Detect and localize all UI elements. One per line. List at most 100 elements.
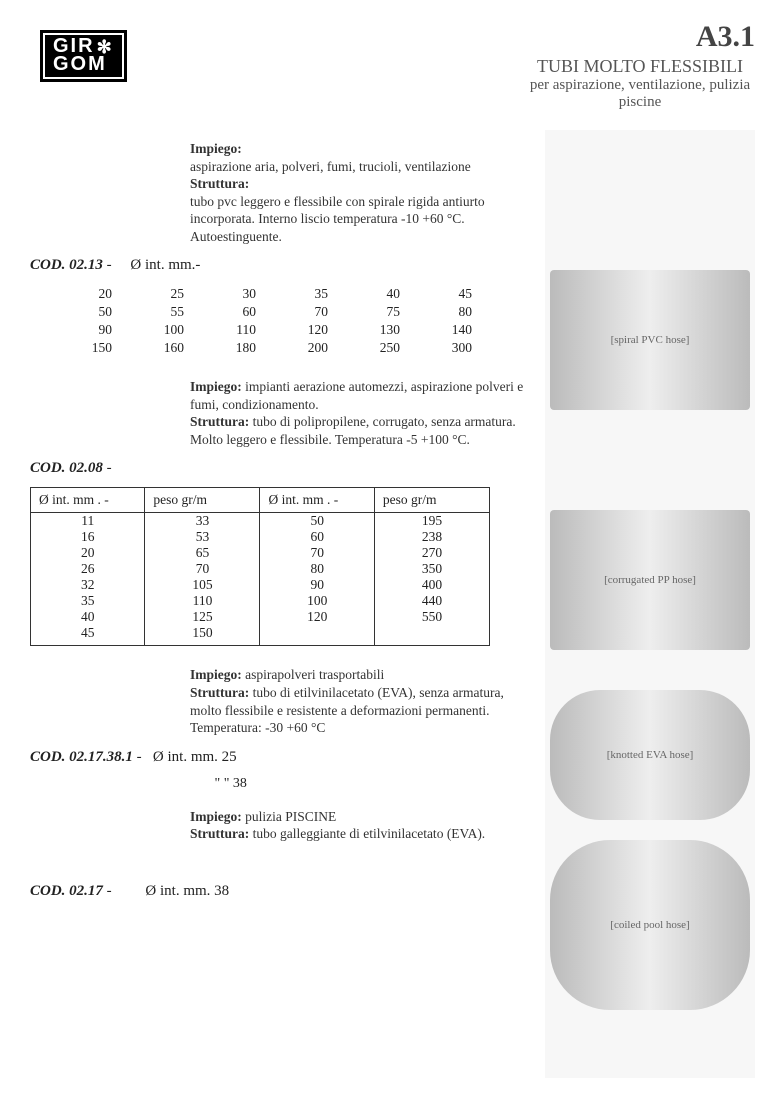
table-cell: 20 [31,545,145,561]
diameter-cell: 60 [206,304,276,320]
struttura-label: Struttura: [190,414,249,429]
table-cell: 350 [374,561,489,577]
table-header: peso gr/m [374,488,489,513]
table-cell: 120 [260,609,374,625]
page-code: A3.1 [525,20,755,54]
table-cell: 195 [374,513,489,530]
diameter-cell: 130 [350,322,420,338]
table-cell: 60 [260,529,374,545]
table-cell: 100 [260,593,374,609]
table-cell: 270 [374,545,489,561]
table-cell: 400 [374,577,489,593]
diameter-cell: 150 [62,340,132,356]
product-image-2: [corrugated PP hose] [550,510,750,650]
diameter-label: Ø int. mm.- [130,257,200,273]
impiego-text: aspirapolveri trasportabili [242,667,384,682]
diameter-grid: 202530354045 505560707580 9010011012013014… [60,284,494,358]
table-cell: 105 [145,577,260,593]
impiego-label: Impiego: [190,379,242,394]
struttura-label: Struttura: [190,176,249,191]
table-cell: 110 [145,593,260,609]
diameter-cell: 160 [134,340,204,356]
diameter-cell: 100 [134,322,204,338]
diameter-cell: 25 [134,286,204,302]
brand-logo: GIR✻ GOM [40,30,127,82]
page-title: TUBI MOLTO FLESSIBILI [525,56,755,77]
table-cell: 35 [31,593,145,609]
table-cell: 70 [145,561,260,577]
table-cell: 65 [145,545,260,561]
struttura-text: tubo pvc leggero e flessibile con spiral… [190,194,485,244]
diameter-cell: 180 [206,340,276,356]
table-cell: 70 [260,545,374,561]
image-column: [spiral PVC hose] [corrugated PP hose] [… [545,130,755,1078]
table-cell: 40 [31,609,145,625]
table-cell: 33 [145,513,260,530]
diameter-cell: 80 [422,304,492,320]
struttura-text: tubo galleggiante di etilvinilacetato (E… [249,826,485,841]
struttura-label: Struttura: [190,685,249,700]
diameter-cell: 40 [350,286,420,302]
page-subtitle: per aspirazione, ventilazione, pulizia p… [525,77,755,111]
diameter-cell: 250 [350,340,420,356]
section3-code-line: COD. 02.17.38.1 - Ø int. mm. 25 [30,749,530,766]
table-cell: 80 [260,561,374,577]
table-cell: 150 [145,625,260,646]
weight-table: Ø int. mm . - peso gr/m Ø int. mm . - pe… [30,487,490,646]
table-cell: 238 [374,529,489,545]
page-header: A3.1 TUBI MOLTO FLESSIBILI per aspirazio… [525,20,755,111]
diameter-cell: 70 [278,304,348,320]
product-image-1: [spiral PVC hose] [550,270,750,410]
product-code: COD. 02.17.38.1 [30,749,133,765]
spec-text: Ø int. mm. 25 [153,749,237,765]
table-cell: 53 [145,529,260,545]
diameter-cell: 20 [62,286,132,302]
diameter-cell: 75 [350,304,420,320]
table-cell: 125 [145,609,260,625]
product-image-4: [coiled pool hose] [550,840,750,1010]
impiego-label: Impiego: [190,667,242,682]
diameter-cell: 35 [278,286,348,302]
diameter-cell: 110 [206,322,276,338]
struttura-label: Struttura: [190,826,249,841]
table-cell [374,625,489,646]
section4-description: Impiego: pulizia PISCINE Struttura: tubo… [190,808,530,843]
section3-description: Impiego: aspirapolveri trasportabili Str… [190,666,530,736]
table-cell: 26 [31,561,145,577]
diameter-cell: 120 [278,322,348,338]
section2-description: Impiego: impianti aerazione automezzi, a… [190,378,530,448]
spec-text: Ø int. mm. 38 [145,883,229,899]
impiego-text: pulizia PISCINE [242,809,337,824]
diameter-cell: 300 [422,340,492,356]
diameter-cell: 90 [62,322,132,338]
section4-code-line: COD. 02.17 - Ø int. mm. 38 [30,883,530,900]
impiego-label: Impiego: [190,141,242,156]
table-cell: 11 [31,513,145,530]
table-cell: 16 [31,529,145,545]
table-cell: 45 [31,625,145,646]
diameter-cell: 140 [422,322,492,338]
table-cell: 50 [260,513,374,530]
section1-description: Impiego: aspirazione aria, polveri, fumi… [190,140,530,245]
diameter-cell: 30 [206,286,276,302]
table-cell: 550 [374,609,489,625]
section1-code-line: COD. 02.13 - Ø int. mm.- [30,257,530,274]
table-cell: 440 [374,593,489,609]
table-header: peso gr/m [145,488,260,513]
table-header: Ø int. mm . - [31,488,145,513]
table-cell [260,625,374,646]
diameter-cell: 50 [62,304,132,320]
diameter-cell: 55 [134,304,204,320]
table-cell: 32 [31,577,145,593]
table-header: Ø int. mm . - [260,488,374,513]
product-image-3: [knotted EVA hose] [550,690,750,820]
section3-spec2: " " 38 [190,776,530,792]
table-cell: 90 [260,577,374,593]
diameter-cell: 45 [422,286,492,302]
product-code: COD. 02.17 [30,883,103,899]
product-code: COD. 02.13 [30,257,103,273]
product-code: COD. 02.08 [30,460,103,476]
impiego-text: aspirazione aria, polveri, fumi, truciol… [190,159,471,174]
logo-line2: GOM [53,55,114,73]
impiego-label: Impiego: [190,809,242,824]
